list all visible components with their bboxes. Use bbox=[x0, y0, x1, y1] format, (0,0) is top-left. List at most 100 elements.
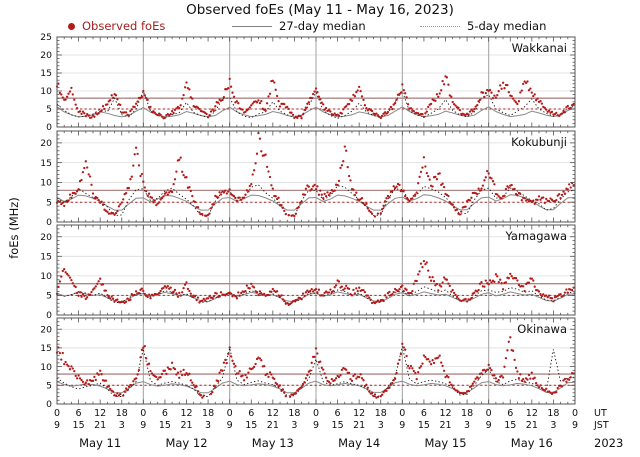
ut-tick-label: 0 bbox=[54, 408, 60, 419]
y-tick-label: 15 bbox=[40, 252, 52, 263]
jst-tick-label: 15 bbox=[504, 420, 516, 431]
ut-tick-label: 0 bbox=[313, 408, 319, 419]
station-label: Okinawa bbox=[517, 322, 567, 336]
jst-tick-label: 9 bbox=[572, 420, 578, 431]
ut-tick-label: 12 bbox=[439, 408, 451, 419]
median5-curve bbox=[56, 346, 576, 397]
jst-tick-label: 21 bbox=[180, 420, 192, 431]
ut-tick-label: 0 bbox=[486, 408, 492, 419]
y-tick-label: 0 bbox=[46, 217, 52, 228]
ut-tick-label: 12 bbox=[353, 408, 365, 419]
day-label: May 16 bbox=[511, 436, 553, 450]
jst-tick-label: 9 bbox=[313, 420, 319, 431]
jst-tick-label: 9 bbox=[399, 420, 405, 431]
y-tick-label: 20 bbox=[40, 138, 52, 149]
chart-legend: Observed foEs 27-day median 5-day median bbox=[0, 18, 640, 34]
y-tick-label: 10 bbox=[40, 178, 52, 189]
dotted-line-icon bbox=[420, 25, 460, 27]
ut-tick-label: 18 bbox=[202, 408, 214, 419]
y-tick-label: 25 bbox=[40, 32, 52, 43]
ut-tick-label: 0 bbox=[572, 408, 578, 419]
ut-tick-label: 18 bbox=[547, 408, 559, 419]
median27-curve bbox=[56, 380, 576, 394]
jst-tick-label: 21 bbox=[94, 420, 106, 431]
jst-tick-label: 9 bbox=[227, 420, 233, 431]
ut-tick-label: 0 bbox=[140, 408, 146, 419]
solid-line-icon bbox=[232, 25, 272, 27]
y-tick-label: 15 bbox=[40, 343, 52, 354]
legend-median5-label: 5-day median bbox=[467, 19, 547, 33]
ut-tick-label: 12 bbox=[526, 408, 538, 419]
observed-points bbox=[55, 131, 575, 218]
y-tick-label: 15 bbox=[40, 68, 52, 79]
y-tick-label: 20 bbox=[40, 324, 52, 335]
jst-tick-label: 3 bbox=[119, 420, 125, 431]
day-label: May 11 bbox=[79, 436, 121, 450]
jst-tick-label: 15 bbox=[332, 420, 344, 431]
day-label: May 15 bbox=[424, 436, 466, 450]
ut-tick-label: 0 bbox=[227, 408, 233, 419]
jst-tick-label: 3 bbox=[464, 420, 470, 431]
jst-tick-label: 15 bbox=[245, 420, 257, 431]
jst-tick-label: 9 bbox=[54, 420, 60, 431]
median27-curve bbox=[56, 106, 576, 118]
panel-wakkanai: 0 5 10 15 20 25 Wakkanai bbox=[40, 32, 576, 133]
jst-tick-label: 21 bbox=[267, 420, 279, 431]
observed-points bbox=[55, 75, 575, 120]
y-tick-label: 5 bbox=[46, 291, 52, 302]
legend-observed-label: Observed foEs bbox=[82, 19, 166, 33]
y-tick-label: 0 bbox=[46, 122, 52, 133]
jst-tick-label: 3 bbox=[378, 420, 384, 431]
jst-tick-label: 3 bbox=[550, 420, 556, 431]
y-tick-label: 5 bbox=[46, 104, 52, 115]
y-tick-label: 10 bbox=[40, 86, 52, 97]
jst-axis-label: JST bbox=[593, 420, 609, 431]
jst-tick-label: 15 bbox=[159, 420, 171, 431]
median27-curve bbox=[56, 194, 576, 211]
ut-tick-label: 12 bbox=[267, 408, 279, 419]
ut-tick-label: 18 bbox=[375, 408, 387, 419]
year-label: 2023 bbox=[594, 436, 623, 450]
jst-tick-label: 15 bbox=[73, 420, 85, 431]
ut-tick-label: 6 bbox=[507, 408, 513, 419]
day-label: May 14 bbox=[338, 436, 380, 450]
ut-tick-label: 12 bbox=[180, 408, 192, 419]
y-tick-label: 10 bbox=[40, 271, 52, 282]
ut-tick-label: 6 bbox=[76, 408, 82, 419]
ut-tick-label: 0 bbox=[399, 408, 405, 419]
ut-tick-label: 18 bbox=[116, 408, 128, 419]
panel-yamagawa: 0 5 10 15 20 Yamagawa bbox=[40, 224, 576, 321]
x-axis-labels: 0961512211830961512211830961512211830961… bbox=[54, 408, 623, 450]
ut-axis-label: UT bbox=[594, 408, 607, 419]
jst-tick-label: 3 bbox=[205, 420, 211, 431]
y-tick-label: 20 bbox=[40, 232, 52, 243]
y-tick-label: 5 bbox=[46, 197, 52, 208]
ut-tick-label: 6 bbox=[335, 408, 341, 419]
observed-dot-icon bbox=[68, 22, 75, 30]
jst-tick-label: 21 bbox=[353, 420, 365, 431]
y-tick-label: 5 bbox=[46, 381, 52, 392]
station-label: Wakkanai bbox=[512, 41, 567, 55]
ut-tick-label: 18 bbox=[288, 408, 300, 419]
jst-tick-label: 9 bbox=[140, 420, 146, 431]
jst-tick-label: 15 bbox=[418, 420, 430, 431]
jst-tick-label: 3 bbox=[291, 420, 297, 431]
legend-median27-label: 27-day median bbox=[279, 19, 366, 33]
ut-tick-label: 18 bbox=[461, 408, 473, 419]
ut-tick-label: 12 bbox=[94, 408, 106, 419]
observed-points bbox=[55, 259, 575, 307]
legend-item-observed: Observed foEs bbox=[68, 18, 165, 34]
y-tick-label: 10 bbox=[40, 362, 52, 373]
observed-points bbox=[55, 336, 575, 399]
day-label: May 13 bbox=[252, 436, 294, 450]
y-tick-label: 0 bbox=[46, 310, 52, 321]
jst-tick-label: 21 bbox=[439, 420, 451, 431]
day-label: May 12 bbox=[165, 436, 207, 450]
y-tick-label: 0 bbox=[46, 399, 52, 410]
panel-kokubunji: 0 5 10 15 20 Kokubunji bbox=[40, 130, 576, 228]
jst-tick-label: 21 bbox=[526, 420, 538, 431]
page-title: Observed foEs (May 11 - May 16, 2023) bbox=[186, 2, 454, 18]
ut-tick-label: 6 bbox=[421, 408, 427, 419]
jst-tick-label: 9 bbox=[486, 420, 492, 431]
